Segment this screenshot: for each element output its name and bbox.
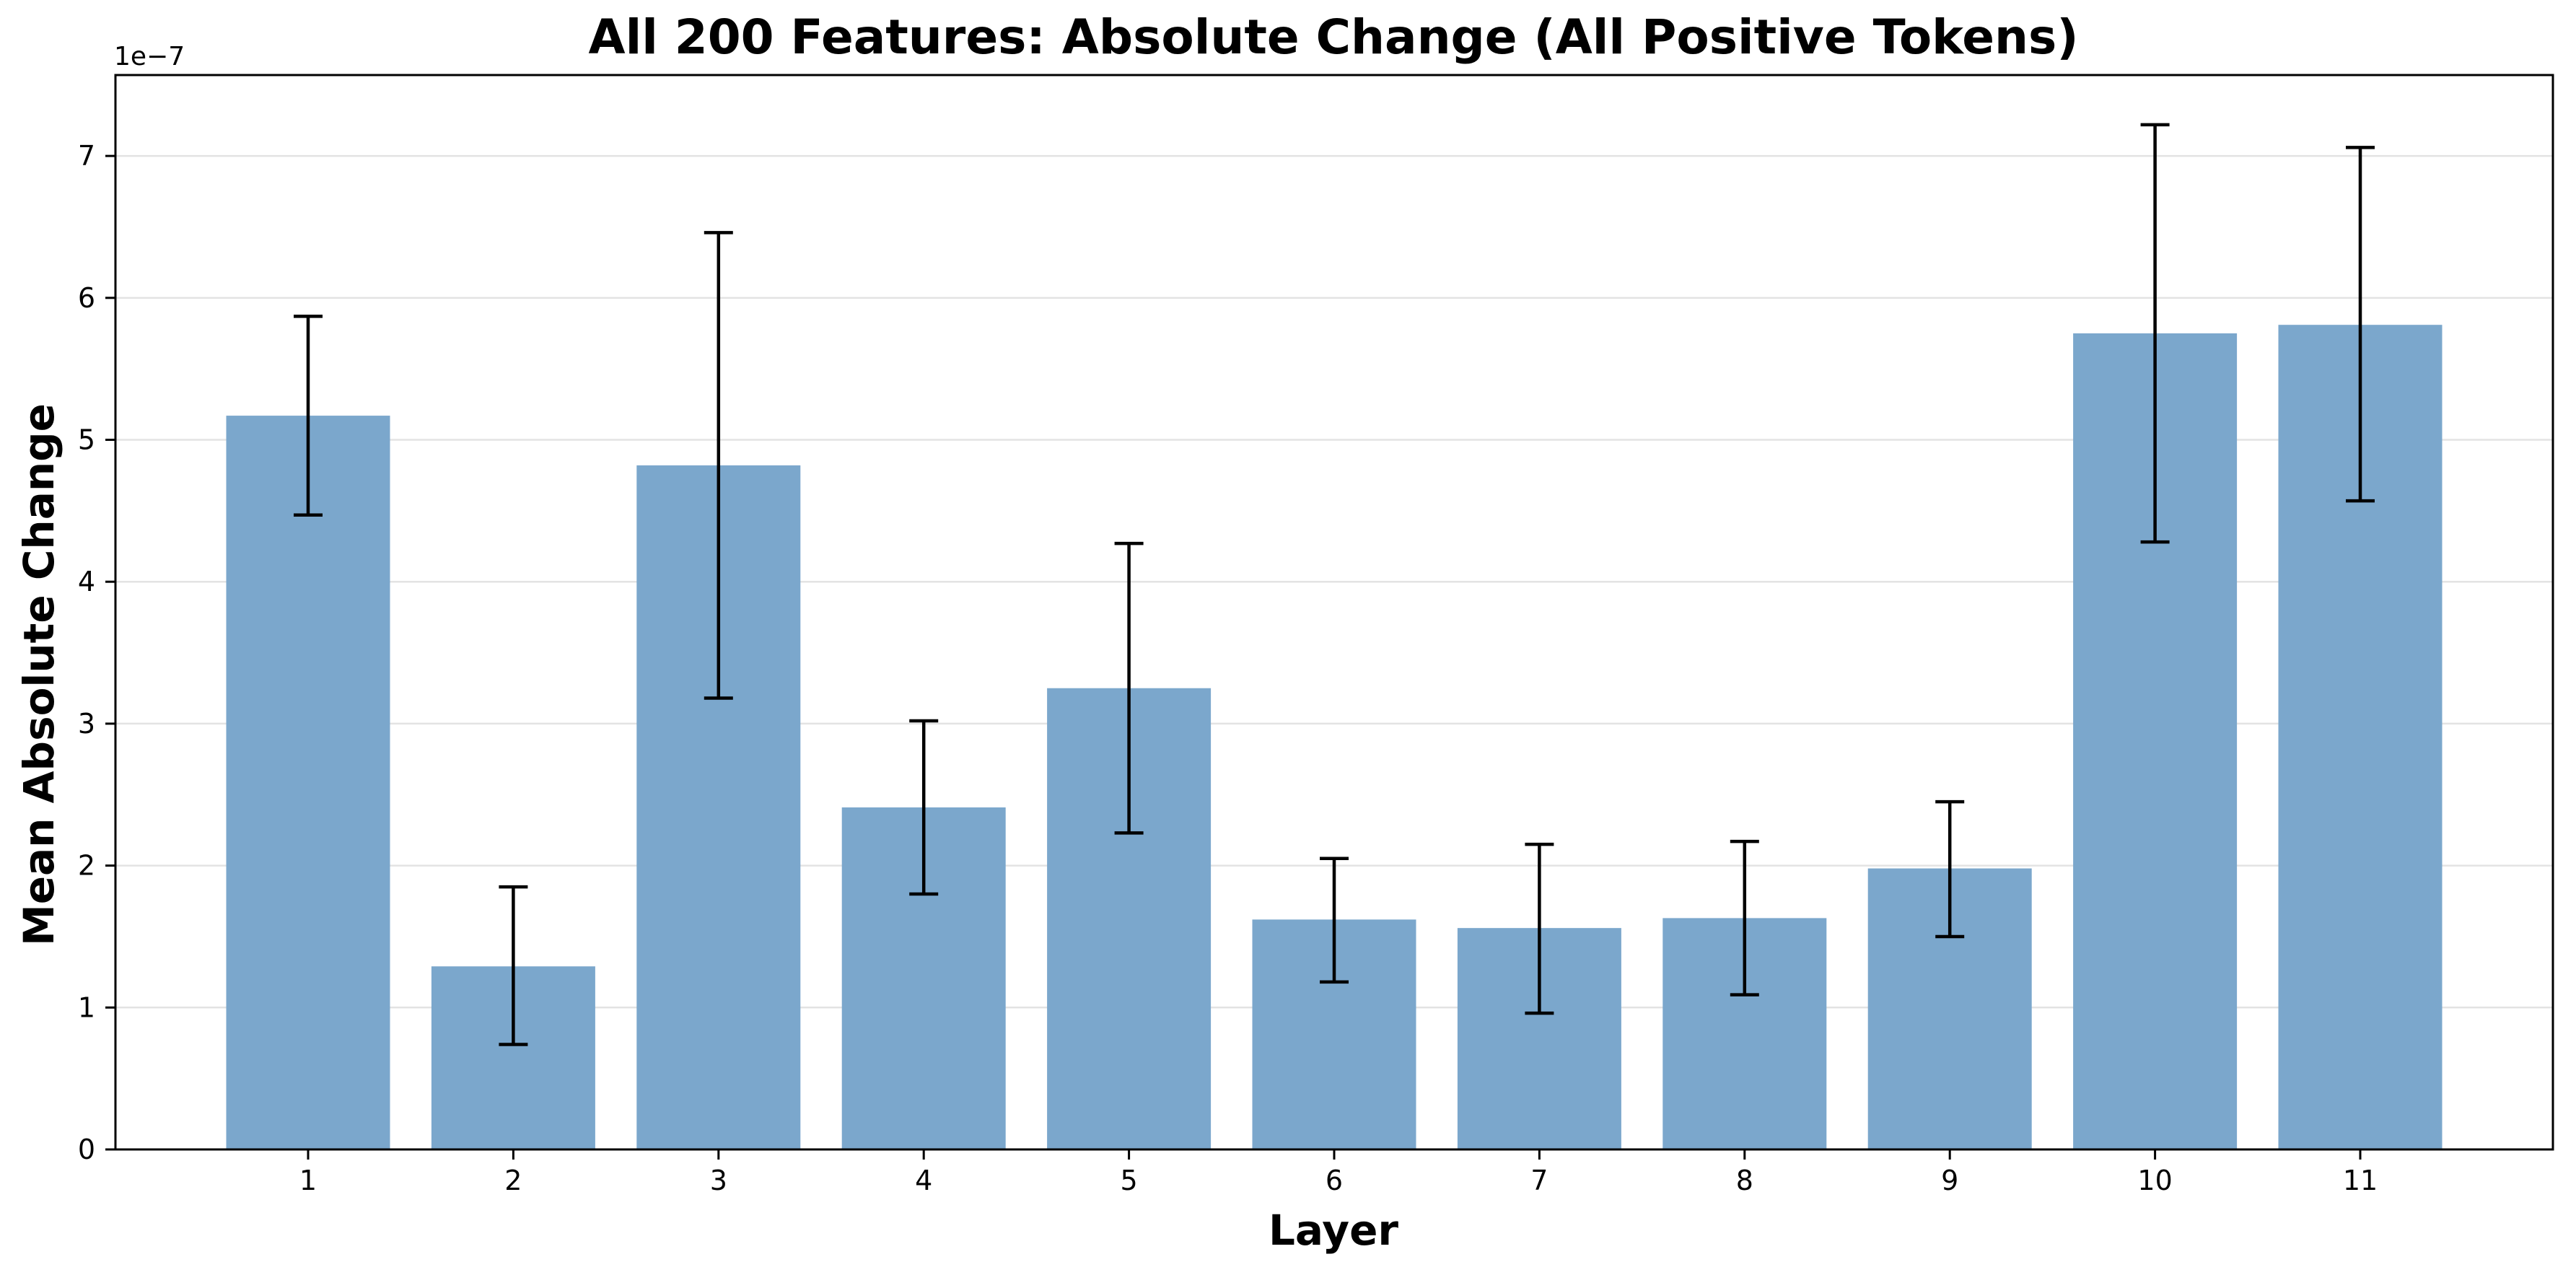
y-tick-label: 4 <box>78 566 95 597</box>
y-offset-label: 1e−7 <box>114 42 185 71</box>
x-tick-label: 1 <box>299 1165 317 1196</box>
gridlines <box>115 154 2553 1009</box>
x-tick-label: 5 <box>1121 1165 1138 1196</box>
y-tick-label: 7 <box>78 140 95 172</box>
y-tick-label: 2 <box>78 850 95 882</box>
y-tick-label: 3 <box>78 708 95 740</box>
error-bars <box>294 123 2375 1046</box>
x-tick-label: 8 <box>1736 1165 1753 1196</box>
x-axis-label: Layer <box>1269 1206 1398 1255</box>
x-tick-label: 3 <box>710 1165 727 1196</box>
bars <box>226 325 2443 1149</box>
x-tick-label: 6 <box>1326 1165 1343 1196</box>
bar <box>226 416 390 1149</box>
x-tick-label: 2 <box>504 1165 522 1196</box>
y-tick-label: 0 <box>78 1134 95 1165</box>
x-tick-label: 10 <box>2137 1165 2172 1196</box>
chart-title: All 200 Features: Absolute Change (All P… <box>589 9 2079 65</box>
y-axis-label: Mean Absolute Change <box>14 403 63 946</box>
y-tick-label: 5 <box>78 424 95 456</box>
y-tick-label: 6 <box>78 282 95 314</box>
x-tick-label: 9 <box>1941 1165 1958 1196</box>
y-axis-ticks: 0 1 2 3 4 5 6 7 <box>78 140 115 1165</box>
y-tick-label: 1 <box>78 991 95 1023</box>
x-tick-label: 11 <box>2343 1165 2378 1196</box>
x-tick-label: 7 <box>1530 1165 1548 1196</box>
x-axis-ticks: 1 2 3 4 5 6 7 8 9 10 11 <box>299 1149 2378 1196</box>
x-tick-label: 4 <box>915 1165 932 1196</box>
